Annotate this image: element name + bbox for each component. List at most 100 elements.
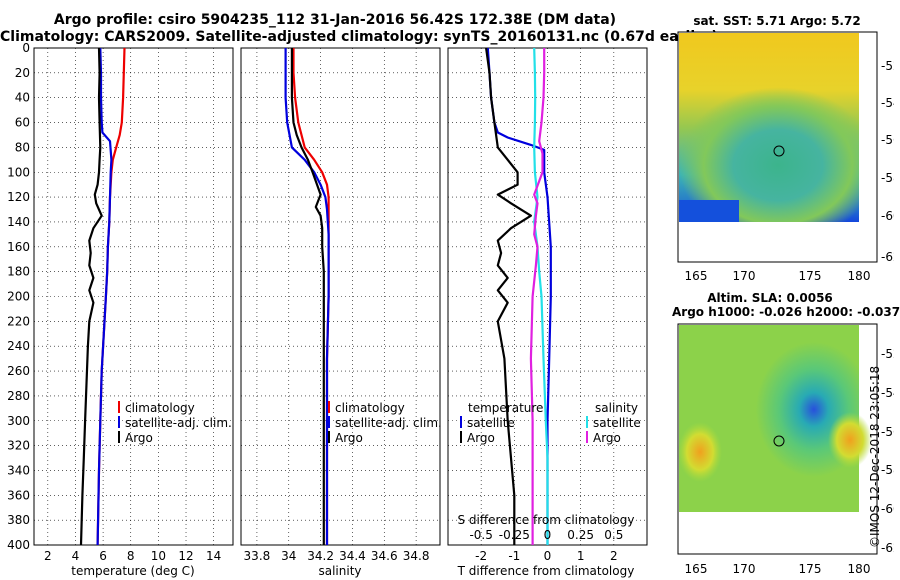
x-tick-label: 6 (99, 549, 107, 563)
legend-temperature-heading: temperature (468, 401, 543, 415)
salinity-ticks: 33.8 34 34.2 34.4 34.6 34.8 (244, 549, 430, 563)
s-difference-ticks: -0.5 -0.25 0 0.25 0.5 (469, 528, 623, 542)
profile-charts: 0204060801001201401601802002202402602803… (7, 41, 648, 578)
salinity-panel: 33.8 34 34.2 34.4 34.6 34.8 climatology satel… (240, 47, 442, 578)
temperature-ticks: 0 20 40 60 80 100 120 140 160 180 200 220 240 260 280 3… (7, 41, 221, 563)
legend-sal-argo-label: Argo (593, 431, 621, 445)
x-tick-label: 14 (206, 549, 221, 563)
sst-xtick: 180 (848, 269, 871, 280)
sla-map: -52 -54 -56 -58 -60 -62 165 170 175 180 (677, 323, 894, 574)
series-salinity-argo (529, 48, 546, 545)
series-argo (290, 48, 325, 545)
y-tick-label: 240 (7, 339, 30, 353)
sst-xtick: 175 (799, 269, 822, 280)
legend-argo-label: Argo (335, 431, 363, 445)
legend-sal-satellite-label: satellite (593, 416, 641, 430)
s-tick-label: -0.5 (469, 528, 492, 542)
imos-watermark: ©IMOS 12-Dec-2018 23:05:18 (868, 365, 882, 548)
series-argo (79, 47, 103, 546)
argo-position-marker (773, 145, 785, 157)
s-tick-label: 0.5 (604, 528, 623, 542)
sst-xtick: 165 (685, 269, 708, 280)
temperature-grid (34, 47, 233, 546)
sla-map-title-line1: Altim. SLA: 0.0056 (707, 291, 833, 305)
sst-blue-band (679, 200, 739, 222)
legend-satellite-label: satellite-adj. clim. (125, 416, 232, 430)
y-tick-label: 0 (22, 41, 30, 55)
temperature-lines (79, 47, 126, 546)
sla-ytick: -54 (881, 386, 894, 400)
x-tick-label: -1 (508, 549, 520, 563)
sst-xtick: 170 (733, 269, 756, 280)
sst-axis-ticks: -52 -54 -56 -58 -60 -62 165 170 175 180 (685, 59, 894, 280)
temperature-xlabel: temperature (deg C) (71, 564, 194, 578)
y-tick-label: 200 (7, 290, 30, 304)
y-tick-label: 20 (15, 66, 30, 80)
s-difference-label: S difference from climatology (458, 513, 635, 527)
legend-climatology-label: climatology (335, 401, 405, 415)
y-tick-label: 60 (15, 116, 30, 130)
y-tick-label: 120 (7, 190, 30, 204)
sla-xtick: 180 (848, 562, 871, 574)
x-tick-label: 2 (610, 549, 618, 563)
y-tick-label: 80 (15, 140, 30, 154)
legend-climatology-label: climatology (125, 401, 195, 415)
y-tick-label: 280 (7, 389, 30, 403)
x-tick-label: 33.8 (244, 549, 271, 563)
y-tick-label: 380 (7, 513, 30, 527)
sst-map-title: sat. SST: 5.71 Argo: 5.72 (693, 14, 861, 28)
sst-cold-patch (679, 80, 859, 222)
sst-map: -52 -54 -56 -58 -60 -62 165 170 175 180 (677, 31, 894, 280)
legend-argo-label: Argo (125, 431, 153, 445)
series-salinity-satellite (533, 47, 549, 545)
y-tick-label: 300 (7, 414, 30, 428)
x-tick-label: 4 (72, 549, 80, 563)
y-tick-label: 140 (7, 215, 30, 229)
salinity-xlabel: salinity (318, 564, 361, 578)
x-tick-label: 2 (44, 549, 52, 563)
temperature-plot-frame (33, 47, 234, 546)
x-tick-label: -2 (475, 549, 487, 563)
sla-high-anomaly (828, 412, 872, 468)
difference-xlabel: T difference from climatology (457, 564, 635, 578)
figure-title-line2: Climatology: CARS2009. Satellite-adjuste… (0, 29, 718, 45)
series-temperature-argo (485, 47, 533, 545)
sst-ytick: -60 (881, 209, 894, 223)
y-tick-label: 180 (7, 265, 30, 279)
y-tick-label: 340 (7, 463, 30, 477)
x-tick-label: 8 (127, 549, 135, 563)
sst-ytick: -62 (881, 250, 894, 264)
s-tick-label: 0 (544, 528, 552, 542)
x-tick-label: 34.4 (339, 549, 366, 563)
argo-position-marker (773, 435, 785, 447)
x-tick-label: 1 (577, 549, 585, 563)
series-satellite-adj-clim- (96, 47, 113, 546)
series-satellite-adj-clim- (284, 48, 330, 545)
sla-map-title-line2: Argo h1000: -0.026 h2000: -0.037 (672, 305, 900, 319)
sst-ytick: -56 (881, 133, 894, 147)
x-tick-label: 34.6 (371, 549, 398, 563)
y-tick-label: 40 (15, 91, 30, 105)
salinity-legend: climatology satellite-adj. clim. Argo (328, 401, 442, 445)
y-tick-label: 400 (7, 538, 30, 552)
x-tick-label: 12 (178, 549, 193, 563)
s-tick-label: 0.25 (567, 528, 594, 542)
legend-salinity-heading: salinity (595, 401, 638, 415)
y-tick-label: 360 (7, 488, 30, 502)
salinity-grid (241, 47, 440, 546)
sla-ytick: -56 (881, 425, 894, 439)
x-tick-label: 10 (151, 549, 166, 563)
sla-ytick: -58 (881, 463, 894, 477)
sla-ytick: -52 (881, 347, 894, 361)
sst-ytick: -58 (881, 171, 894, 185)
sla-ytick: -62 (881, 541, 894, 555)
figure-title-line1: Argo profile: csiro 5904235_112 31-Jan-2… (53, 12, 617, 28)
sla-xtick: 170 (733, 562, 756, 574)
sla-xtick: 175 (799, 562, 822, 574)
x-tick-label: 0 (544, 549, 552, 563)
x-tick-label: 34.2 (307, 549, 334, 563)
s-tick-label: -0.25 (499, 528, 530, 542)
difference-grid (448, 47, 647, 546)
legend-satellite-label: satellite-adj. clim. (335, 416, 442, 430)
difference-legend: temperature satellite Argo salinity sate… (460, 401, 641, 445)
